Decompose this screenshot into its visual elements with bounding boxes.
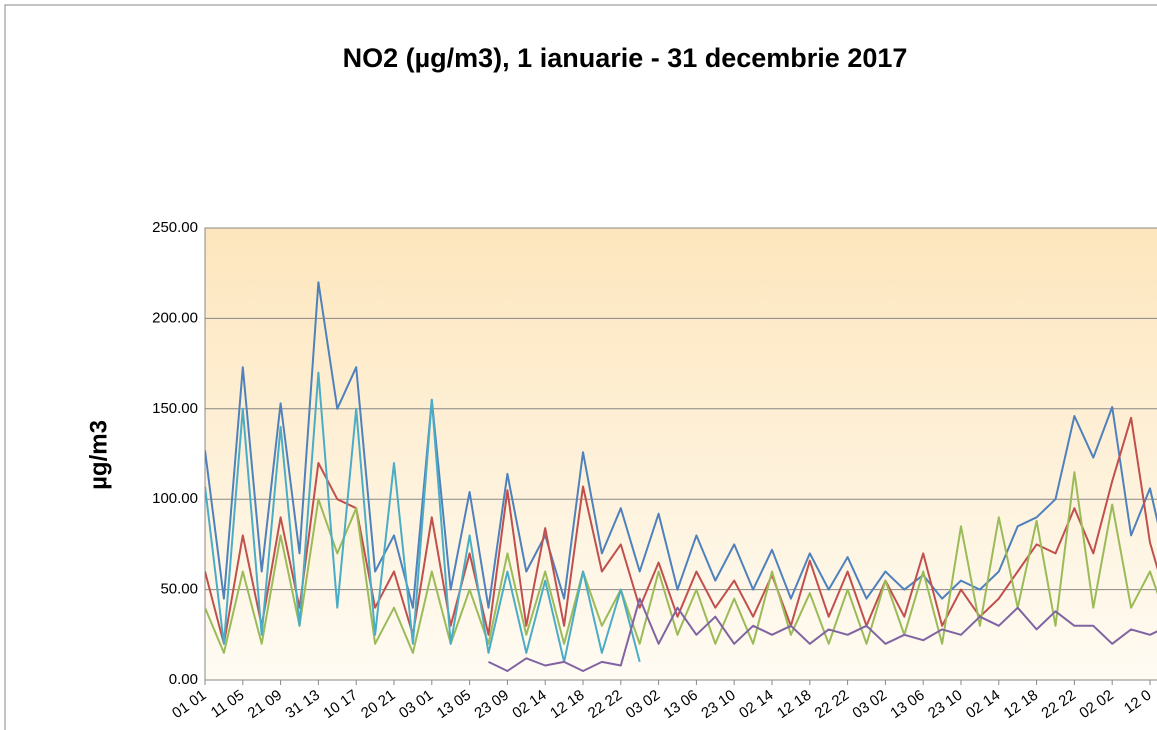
y-tick-label: 50.00 [160,581,198,598]
y-tick-label: 150.00 [152,400,198,417]
chart-title: NO2 (µg/m3), 1 ianuarie - 31 decembrie 2… [343,43,908,73]
series-line [205,471,1157,654]
series-line [205,281,1157,609]
series-line [205,416,1157,645]
y-tick-label: 0.00 [169,671,198,688]
y-tick-label: 250.00 [152,219,198,236]
series-line [205,371,641,663]
y-axis-label: µg/m3 [85,420,112,490]
y-tick-label: 100.00 [152,490,198,507]
series-group [205,281,1157,672]
series-line [488,597,1157,672]
y-tick-label: 200.00 [152,309,198,326]
